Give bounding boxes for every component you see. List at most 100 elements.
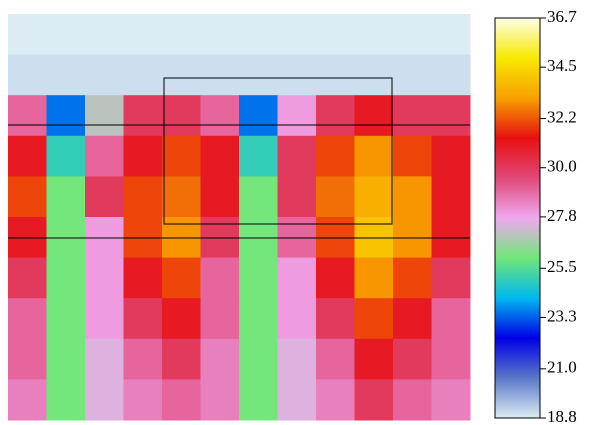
colorbar-tick-label: 36.7 (547, 7, 577, 26)
heatmap-cell (162, 55, 201, 96)
heatmap-cell (278, 95, 317, 136)
heatmap-cell (85, 55, 124, 96)
heatmap-cell (393, 176, 432, 217)
heatmap-cell (85, 298, 124, 339)
heatmap-cell (432, 298, 471, 339)
heatmap-cell (8, 95, 47, 136)
heatmap-cell (124, 95, 163, 136)
colorbar-tick-label: 18.8 (547, 407, 577, 425)
heatmap-cell (239, 55, 278, 96)
heatmap-cell (278, 379, 317, 420)
heatmap-cell (47, 136, 86, 177)
colorbar-tick-label: 30.0 (547, 157, 577, 176)
heatmap-cell (316, 95, 355, 136)
heatmap-cell (393, 258, 432, 299)
heatmap-cell (47, 55, 86, 96)
heatmap-cell (201, 339, 240, 380)
colorbar (495, 18, 540, 418)
heatmap-cell (316, 55, 355, 96)
heatmap-cell (162, 379, 201, 420)
heatmap-cell (239, 339, 278, 380)
heatmap-cell (85, 339, 124, 380)
heatmap-cell (85, 95, 124, 136)
colorbar-tick-label: 32.2 (547, 107, 577, 126)
heatmap-cell (162, 14, 201, 55)
heatmap-cell (393, 95, 432, 136)
heatmap-cell (355, 298, 394, 339)
heatmap-cell (355, 258, 394, 299)
heatmap-cell (432, 176, 471, 217)
chart: 18.821.023.325.527.830.032.234.536.7 (0, 0, 600, 425)
heatmap-cell (393, 136, 432, 177)
heatmap-cell (432, 14, 471, 55)
heatmap-cell (162, 176, 201, 217)
heatmap-cell (85, 14, 124, 55)
heatmap-cell (201, 258, 240, 299)
heatmap-cell (47, 95, 86, 136)
heatmap-cell (316, 14, 355, 55)
heatmap-cell (47, 176, 86, 217)
heatmap-cell (8, 379, 47, 420)
heatmap-cell (316, 379, 355, 420)
heatmap-cell (8, 258, 47, 299)
heatmap-cell (393, 298, 432, 339)
heatmap-cell (432, 55, 471, 96)
heatmap-cell (85, 136, 124, 177)
heatmap-cell (85, 379, 124, 420)
heatmap-cell (316, 339, 355, 380)
heatmap-cell (316, 176, 355, 217)
heatmap-cell (124, 136, 163, 177)
heatmap-cell (201, 176, 240, 217)
heatmap-cell (47, 298, 86, 339)
heatmap-cell (432, 258, 471, 299)
heatmap-cell (124, 339, 163, 380)
heatmap-cell (239, 136, 278, 177)
heatmap-cell (355, 339, 394, 380)
heatmap-cell (393, 14, 432, 55)
heatmap-cell (201, 136, 240, 177)
heatmap-cell (239, 95, 278, 136)
heatmap-cell (355, 176, 394, 217)
heatmap-cell (47, 14, 86, 55)
heatmap-cell (201, 95, 240, 136)
heatmap-cell (432, 136, 471, 177)
heatmap-cell (124, 258, 163, 299)
heatmap-cell (124, 55, 163, 96)
heatmap-cell (393, 55, 432, 96)
heatmap-cell (201, 14, 240, 55)
heatmap-cell (278, 55, 317, 96)
heatmap-cell (239, 176, 278, 217)
heatmap-cell (8, 176, 47, 217)
heatmap-cell (162, 339, 201, 380)
colorbar-tick-label: 23.3 (547, 306, 577, 325)
heatmap-cell (278, 298, 317, 339)
heatmap-cell (201, 379, 240, 420)
heatmap-cell (8, 14, 47, 55)
heatmap-cell (201, 55, 240, 96)
heatmap-cell (316, 298, 355, 339)
heatmap-cell (278, 339, 317, 380)
heatmap-cell (47, 339, 86, 380)
heatmap-cell (278, 14, 317, 55)
heatmap-cell (316, 136, 355, 177)
heatmap-cell (85, 176, 124, 217)
heatmap-cell (8, 136, 47, 177)
heatmap-cell (8, 298, 47, 339)
heatmap (8, 14, 471, 421)
heatmap-cell (8, 55, 47, 96)
heatmap-cell (124, 176, 163, 217)
heatmap-cell (316, 258, 355, 299)
heatmap-cell (47, 379, 86, 420)
heatmap-cell (124, 379, 163, 420)
heatmap-cell (278, 176, 317, 217)
heatmap-cell (432, 339, 471, 380)
heatmap-cell (355, 136, 394, 177)
heatmap-cell (432, 379, 471, 420)
heatmap-cell (201, 298, 240, 339)
heatmap-cell (124, 14, 163, 55)
heatmap-cell (393, 379, 432, 420)
heatmap-cell (278, 258, 317, 299)
heatmap-cell (239, 298, 278, 339)
heatmap-cell (162, 258, 201, 299)
heatmap-cell (162, 95, 201, 136)
